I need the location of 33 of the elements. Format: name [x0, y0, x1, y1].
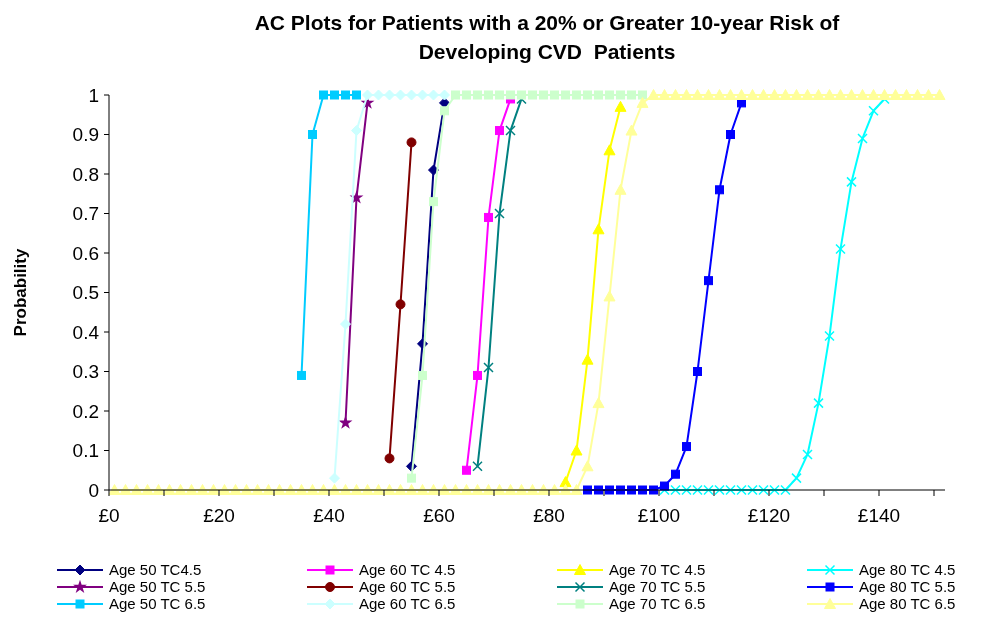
y-tick-label: 0.9 — [72, 124, 99, 146]
x-tick-label: £140 — [857, 505, 901, 526]
legend-label: Age 70 TC 6.5 — [609, 595, 706, 613]
legend-label: Age 60 TC 6.5 — [359, 595, 456, 613]
chart-title: AC Plots for Patients with a 20% or Greater 10-year Risk of Developing CVD Patients — [254, 11, 841, 63]
y-tick-label: 0.8 — [72, 163, 99, 185]
y-tick-label: 0.3 — [72, 361, 99, 383]
legend-label: Age 80 TC 5.5 — [859, 578, 956, 596]
y-tick-label: 0 — [88, 479, 99, 501]
x-tick-label: £120 — [747, 505, 791, 526]
legend-label: Age 70 TC 4.5 — [609, 561, 706, 579]
legend-label: Age 50 TC4.5 — [109, 561, 202, 579]
x-tick-label: £20 — [203, 505, 235, 526]
y-tick-label: 0.2 — [72, 400, 99, 422]
y-tick-label: 0.5 — [72, 282, 99, 304]
x-tick-label: £60 — [423, 505, 455, 526]
legend-label: Age 70 TC 5.5 — [609, 578, 706, 596]
x-tick-label: £40 — [313, 505, 345, 526]
legend-label: Age 80 TC 4.5 — [859, 561, 956, 579]
legend-label: Age 60 TC 5.5 — [359, 578, 456, 596]
y-tick-label: 0.4 — [72, 321, 100, 343]
x-tick-label: £0 — [98, 505, 120, 526]
y-tick-label: 0.7 — [72, 203, 99, 225]
x-tick-label: £80 — [533, 505, 565, 526]
y-axis-title: Probability — [11, 248, 30, 337]
legend-label: Age 50 TC 6.5 — [109, 595, 206, 613]
y-tick-label: 1 — [88, 84, 99, 106]
y-tick-label: 0.1 — [72, 440, 99, 462]
y-tick-label: 0.6 — [72, 242, 99, 264]
legend-label: Age 80 TC 6.5 — [859, 595, 956, 613]
legend-label: Age 60 TC 4.5 — [359, 561, 456, 579]
x-tick-label: £100 — [637, 505, 681, 526]
legend-label: Age 50 TC 5.5 — [109, 578, 206, 596]
